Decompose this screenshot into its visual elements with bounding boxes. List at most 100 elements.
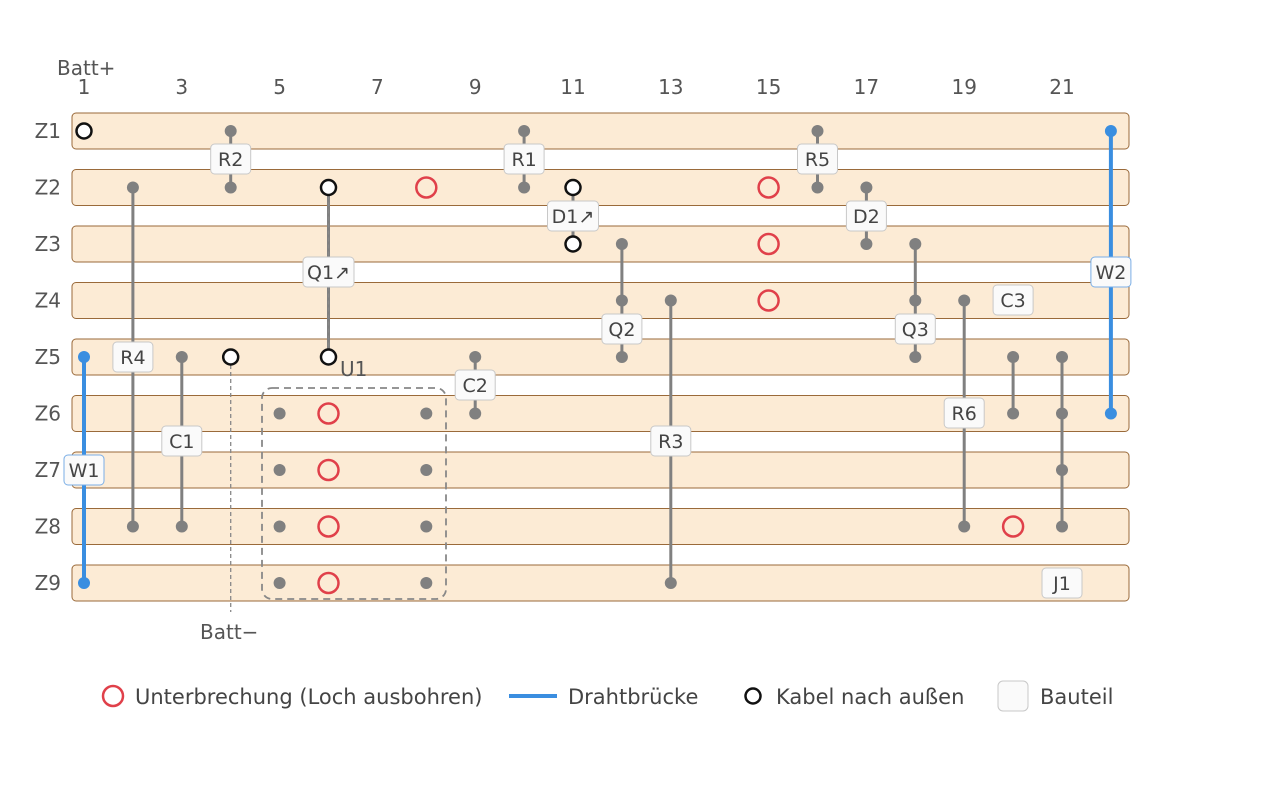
jumper-end: [1104, 125, 1117, 137]
lead-dot: [860, 181, 873, 194]
track-cut: [757, 289, 780, 312]
part-label-r1: R1: [511, 149, 536, 171]
ic-pin: [420, 464, 433, 476]
label-box-c3: [992, 284, 1034, 316]
jumper-end: [1104, 407, 1117, 420]
legend: Unterbrechung (Loch ausbohren) Drahtbrüc…: [101, 680, 1113, 712]
label-box-r6: [943, 397, 985, 429]
column-label: 11: [560, 75, 585, 99]
ic-pin: [420, 577, 433, 589]
lead-dot: [909, 238, 922, 250]
lead-dot: [518, 125, 531, 137]
part-label-d2: D2: [853, 206, 880, 228]
wire-legend-icon: [744, 687, 762, 705]
strip-z5: [71, 338, 1130, 376]
label-box-q1: [302, 256, 355, 288]
strip-z4: [71, 282, 1130, 319]
row-label: Z8: [35, 515, 61, 539]
track-cut: [317, 515, 340, 538]
lead-dot: [224, 125, 237, 137]
column-label: 21: [1049, 75, 1074, 99]
external-wire-point: [564, 178, 582, 197]
column-label: 5: [273, 75, 286, 99]
part-label-c1: C1: [169, 431, 194, 453]
ic-pin: [273, 577, 286, 589]
row-label: Z7: [35, 458, 61, 482]
ic-pin: [273, 407, 286, 420]
lead-dot: [664, 294, 677, 307]
external-wire-point: [319, 178, 338, 197]
row-label: Z4: [35, 289, 61, 313]
lead-dot: [615, 351, 628, 363]
row-labels: Z1 Z2 Z3 Z4 Z5 Z6 Z7 Z8 Z9: [35, 119, 61, 595]
lead-dot: [909, 294, 922, 307]
part-label-c2: C2: [463, 375, 488, 397]
external-wire-point: [221, 348, 240, 366]
track-cut: [317, 402, 340, 425]
external-wire-point: [75, 122, 93, 140]
part-label-d1: D1↗: [552, 206, 595, 228]
label-box-r3: [650, 425, 692, 457]
label-box-w2: [1090, 256, 1132, 288]
row-label: Z9: [35, 571, 61, 595]
lead-dot: [175, 520, 188, 533]
row-label: Z5: [35, 345, 61, 369]
column-label: 1: [78, 75, 91, 99]
part-label-q3: Q3: [902, 319, 929, 341]
lead-dot: [811, 125, 824, 137]
lead-dot: [958, 294, 971, 307]
part-label-j1: J1: [1052, 573, 1071, 595]
row-label: Z6: [35, 402, 61, 426]
battery-negative-label: Batt−: [200, 620, 258, 644]
label-box-d1: [547, 200, 599, 232]
lead-dot: [224, 181, 237, 194]
column-label: 17: [854, 75, 879, 99]
label-box-q2: [601, 313, 643, 345]
external-wire-layer: [75, 122, 582, 612]
row-label: Z2: [35, 176, 61, 200]
column-labels: 1 3 5 7 9 11 13 15 17 19 21: [78, 75, 1075, 99]
legend-part-label: Bauteil: [1040, 685, 1113, 709]
part-label-q2: Q2: [608, 319, 635, 341]
label-box-r4: [112, 341, 154, 373]
part-label-w2: W2: [1095, 262, 1126, 284]
track-cut: [317, 458, 340, 482]
lead-dot: [909, 351, 922, 363]
lead-dot: [518, 181, 531, 194]
column-label: 19: [951, 75, 976, 99]
part-label-w1: W1: [69, 460, 100, 482]
ic-pin: [420, 407, 433, 420]
part-label-r6: R6: [952, 403, 977, 425]
label-box-q3: [894, 313, 936, 345]
part-label-r4: R4: [120, 347, 145, 369]
lead-dot: [958, 520, 971, 533]
ic-label: U1: [340, 357, 367, 381]
part-label-r2: R2: [218, 149, 243, 171]
ic-outline-layer: [261, 387, 447, 600]
part-label-r3: R3: [658, 431, 683, 453]
ic-pin: [273, 464, 286, 476]
label-box-r2: [210, 143, 252, 175]
part-label-c3: C3: [1000, 290, 1025, 312]
external-wire-point: [319, 348, 338, 366]
track-cut: [415, 176, 438, 199]
label-box-r5: [797, 143, 838, 175]
part-label-r5: R5: [805, 149, 830, 171]
legend-wire-label: Kabel nach außen: [776, 685, 964, 709]
track-cut: [757, 176, 780, 199]
row-label: Z1: [35, 119, 61, 143]
lead-dot: [469, 407, 482, 420]
label-box-w1: [63, 454, 105, 486]
column-label: 3: [175, 75, 188, 99]
track-cut: [757, 232, 780, 256]
cut-layer: [317, 176, 1025, 595]
strip-layer: [71, 112, 1130, 602]
part-legend-icon: [997, 680, 1029, 712]
legend-cut-label: Unterbrechung (Loch ausbohren): [135, 685, 482, 709]
lead-dot: [469, 351, 482, 363]
lead-dot: [126, 520, 139, 533]
track-cut: [317, 571, 340, 595]
track-cut: [1001, 515, 1025, 538]
external-wire-point: [564, 235, 582, 253]
